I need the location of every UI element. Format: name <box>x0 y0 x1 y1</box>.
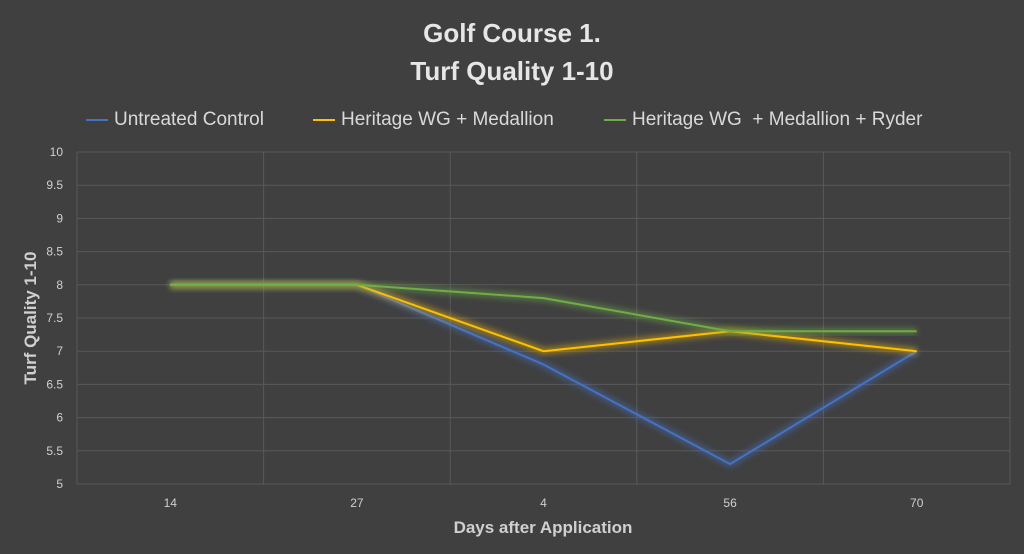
series-glow-2 <box>170 281 917 335</box>
chart-title-line-1: Golf Course 1. <box>423 18 601 48</box>
chart-title-line-2: Turf Quality 1-10 <box>410 56 614 86</box>
legend-label-untreated-control: Untreated Control <box>114 109 264 130</box>
y-tick-label: 5.5 <box>46 444 63 458</box>
series-line-2 <box>170 283 917 333</box>
x-tick-label: 14 <box>164 496 178 510</box>
y-tick-label: 9.5 <box>46 178 63 192</box>
series-line-0 <box>170 283 918 466</box>
series-glow-0 <box>170 281 919 468</box>
legend-swatch-heritage-medallion <box>313 119 335 121</box>
y-tick-label: 8.5 <box>46 245 63 259</box>
x-tick-label: 4 <box>540 496 547 510</box>
y-tick-label: 7.5 <box>46 311 63 325</box>
legend: Untreated Control Heritage WG + Medallio… <box>0 108 1024 132</box>
y-tick-label: 10 <box>50 145 64 159</box>
y-tick-label: 9 <box>56 211 63 225</box>
y-axis-title: Turf Quality 1-10 <box>21 252 40 385</box>
y-tick-label: 8 <box>56 278 63 292</box>
legend-swatch-heritage-medallion-ryder <box>604 119 626 121</box>
chart-title: Golf Course 1. Turf Quality 1-10 <box>0 14 1024 90</box>
x-tick-label: 27 <box>350 496 364 510</box>
x-tick-label: 70 <box>910 496 924 510</box>
y-tick-label: 6 <box>56 411 63 425</box>
legend-label-heritage-medallion-ryder: Heritage WG + Medallion + Ryder <box>632 109 923 130</box>
x-axis-title: Days after Application <box>454 518 633 537</box>
legend-label-heritage-medallion: Heritage WG + Medallion <box>341 109 554 130</box>
y-tick-label: 6.5 <box>46 377 63 391</box>
y-tick-label: 7 <box>56 344 63 358</box>
x-tick-label: 56 <box>723 496 737 510</box>
y-tick-label: 5 <box>56 477 63 491</box>
legend-swatch-untreated-control <box>86 119 108 121</box>
